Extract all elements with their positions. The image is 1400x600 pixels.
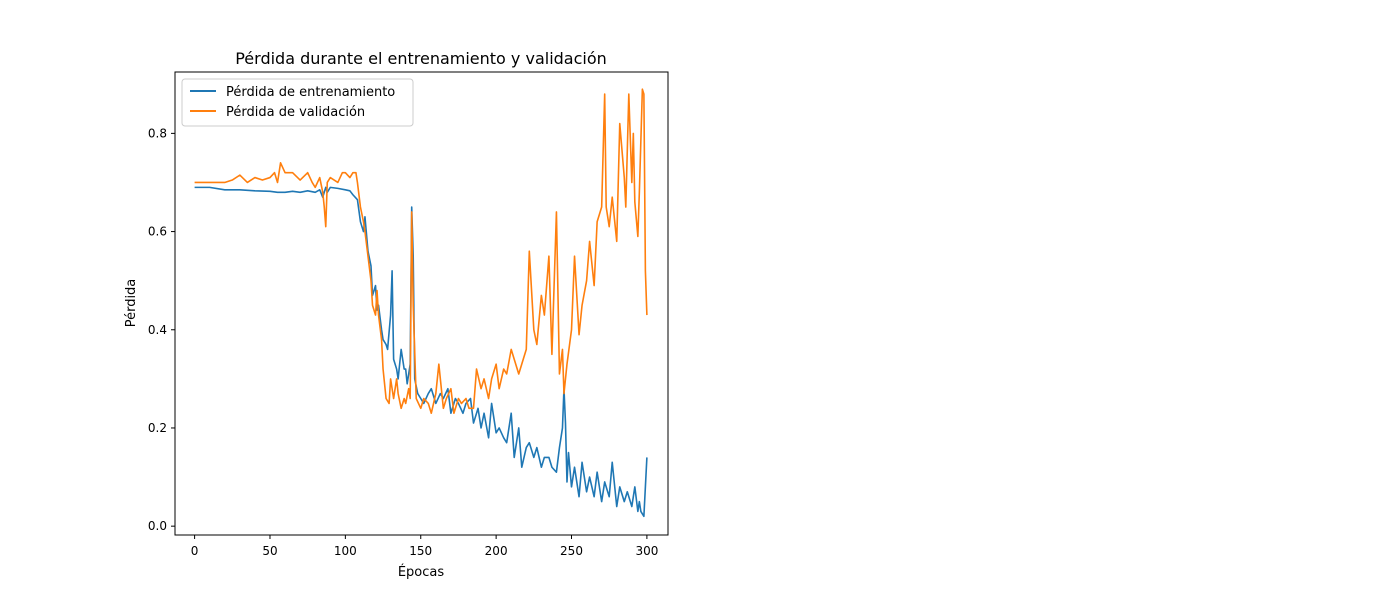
x-tick-label: 300	[635, 544, 658, 558]
series-line-train	[194, 186, 648, 518]
x-tick-label: 50	[262, 544, 277, 558]
x-tick-label: 0	[191, 544, 199, 558]
x-axis-label: Épocas	[398, 564, 445, 580]
series-line-validation	[194, 88, 648, 415]
legend: Pérdida de entrenamiento Pérdida de vali…	[181, 78, 414, 127]
x-tick-label: 250	[560, 544, 583, 558]
y-tick-label: 0.0	[148, 519, 167, 533]
x-tick-label: 200	[485, 544, 508, 558]
y-tick-label: 0.8	[148, 126, 167, 140]
y-axis-label: Pérdida	[124, 279, 139, 328]
y-tick-label: 0.4	[148, 323, 167, 337]
y-tick-label: 0.6	[148, 225, 167, 239]
legend-frame	[181, 78, 414, 127]
x-axis: 0 50 100 150 200 250 300	[191, 535, 658, 558]
x-tick-label: 100	[334, 544, 357, 558]
y-axis: 0.0 0.2 0.4 0.6 0.8	[148, 126, 175, 533]
plot-area	[174, 71, 669, 536]
legend-label-train: Pérdida de entrenamiento	[226, 85, 395, 100]
chart-title: Pérdida durante el entrenamiento y valid…	[235, 49, 607, 68]
x-tick-label: 150	[409, 544, 432, 558]
plot-frame	[174, 71, 669, 536]
series-layer	[194, 88, 648, 518]
legend-label-validation: Pérdida de validación	[226, 105, 365, 120]
y-tick-label: 0.2	[148, 421, 167, 435]
